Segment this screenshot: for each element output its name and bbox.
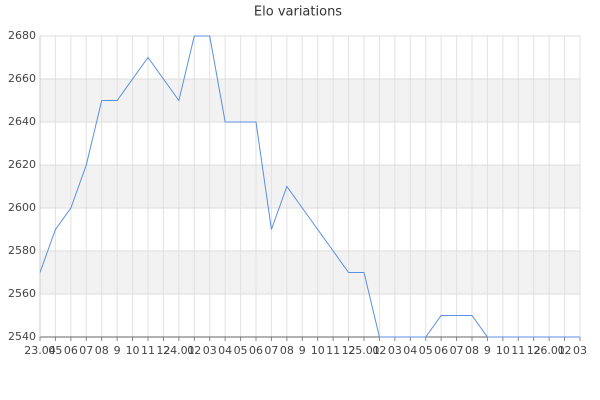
x-tick-label: 02: [187, 344, 201, 357]
x-tick-label: 07: [450, 344, 464, 357]
x-tick-label: 03: [573, 344, 587, 357]
band: [40, 79, 580, 122]
x-tick-label: 9: [484, 344, 491, 357]
x-tick-label: 06: [249, 344, 263, 357]
y-tick-label: 2540: [8, 330, 36, 343]
x-tick-label: 24.01: [163, 344, 195, 357]
band: [40, 251, 580, 294]
y-tick-label: 2580: [8, 244, 36, 257]
x-tick-label: 03: [203, 344, 217, 357]
x-tick-label: 9: [299, 344, 306, 357]
x-tick-label: 03: [388, 344, 402, 357]
x-tick-label: 04: [218, 344, 232, 357]
x-tick-label: 25.01: [348, 344, 380, 357]
x-tick-label: 05: [234, 344, 248, 357]
y-tick-label: 2640: [8, 115, 36, 128]
x-tick-label: 10: [311, 344, 325, 357]
chart-title: Elo variations: [254, 5, 342, 20]
x-tick-label: 02: [372, 344, 386, 357]
x-tick-label: 02: [558, 344, 572, 357]
x-tick-label: 07: [79, 344, 93, 357]
x-tick-label: 12: [156, 344, 170, 357]
x-tick-label: 11: [141, 344, 155, 357]
x-tick-label: 26.01: [533, 344, 565, 357]
x-tick-label: 04: [403, 344, 417, 357]
x-tick-label: 05: [419, 344, 433, 357]
band: [40, 165, 580, 208]
y-tick-label: 2620: [8, 158, 36, 171]
x-tick-label: 08: [465, 344, 479, 357]
x-tick-label: 10: [126, 344, 140, 357]
y-tick-label: 2600: [8, 201, 36, 214]
line: [39, 35, 580, 338]
y-tick-label: 2680: [8, 29, 36, 42]
y-tick-label: 2560: [8, 287, 36, 300]
x-tick-label: 05: [48, 344, 62, 357]
x-tick-label: 11: [511, 344, 525, 357]
x-tick-label: 10: [496, 344, 510, 357]
x-tick-label: 12: [342, 344, 356, 357]
x-tick-label: 08: [95, 344, 109, 357]
x-tick-label: 08: [280, 344, 294, 357]
x-tick-label: 12: [527, 344, 541, 357]
x-tick-label: 07: [264, 344, 278, 357]
x-tick-label: 06: [434, 344, 448, 357]
x-tick-label: 06: [64, 344, 78, 357]
x-tick-label: 23.04: [24, 344, 56, 357]
x-tick-label: 11: [326, 344, 340, 357]
y-tick-label: 2660: [8, 72, 36, 85]
x-tick-label: 9: [114, 344, 121, 357]
